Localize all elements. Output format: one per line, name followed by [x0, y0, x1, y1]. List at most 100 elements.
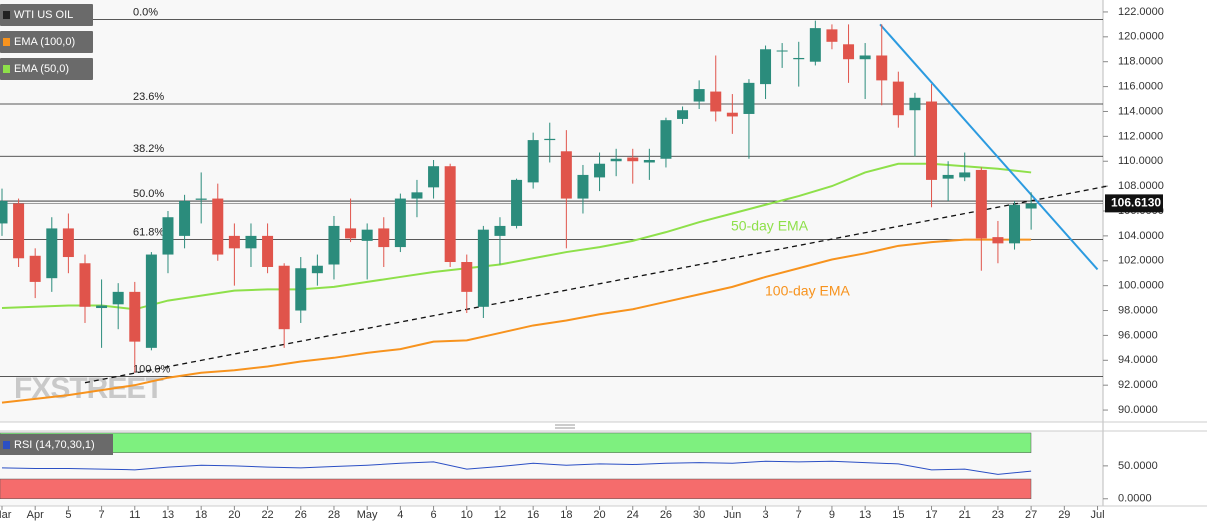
y-tick-label: 104.0000: [1118, 230, 1164, 242]
x-tick-label: Jun: [723, 509, 741, 521]
legend-box: [0, 434, 113, 455]
x-tick-label: 13: [162, 509, 174, 521]
x-tick-label: 26: [295, 509, 307, 521]
candle-body: [793, 57, 805, 60]
candle-body: [129, 291, 141, 342]
candle-body: [228, 235, 240, 249]
candle-body: [643, 159, 655, 163]
x-tick-label: Jul: [1090, 509, 1104, 521]
legend-swatch: [3, 11, 10, 19]
fib-label: 100.0%: [133, 363, 171, 375]
candle-body: [660, 120, 672, 159]
x-tick-label: 29: [1058, 509, 1070, 521]
x-tick-label: 9: [829, 509, 835, 521]
y-tick-label: 96.0000: [1118, 329, 1158, 341]
legend-box: [0, 4, 93, 26]
y-tick-label: 108.0000: [1118, 180, 1164, 192]
legend-item[interactable]: WTI US OIL: [0, 4, 93, 26]
x-tick-label: 28: [328, 509, 340, 521]
price-tag-label: 106.6130: [1111, 196, 1161, 210]
candle-body: [743, 82, 755, 114]
x-tick-label: 16: [527, 509, 539, 521]
candle-body: [1009, 204, 1021, 244]
legend-swatch: [3, 38, 10, 46]
x-tick-label: Mar: [0, 509, 12, 521]
candle-body: [594, 163, 606, 178]
x-tick-label: 18: [560, 509, 572, 521]
price-panel: [0, 0, 1103, 422]
candle-body: [428, 166, 440, 188]
x-tick-label: 23: [992, 509, 1004, 521]
candle-body: [62, 228, 74, 258]
candle-body: [311, 265, 323, 274]
legend-item[interactable]: EMA (50,0): [0, 58, 93, 80]
legend-label: EMA (100,0): [14, 36, 75, 48]
x-tick-label: 5: [65, 509, 71, 521]
x-tick-label: 22: [261, 509, 273, 521]
candle-body: [992, 237, 1004, 244]
x-tick-label: 26: [660, 509, 672, 521]
candle-body: [328, 225, 340, 265]
candle-body: [195, 198, 207, 200]
rsi-band: [0, 432, 1032, 453]
y-tick-label: 110.0000: [1118, 155, 1163, 167]
legend-box: [0, 58, 93, 80]
fib-label: 23.6%: [133, 91, 164, 103]
candle-body: [809, 28, 821, 62]
x-tick-label: 17: [925, 509, 937, 521]
y-tick-label: 92.0000: [1118, 379, 1158, 391]
y-tick-label: 100.0000: [1118, 280, 1164, 292]
fib-label: 61.8%: [133, 227, 164, 239]
candle-body: [610, 158, 622, 162]
candle-body: [295, 268, 307, 311]
candle-body: [29, 255, 41, 282]
legend-label: EMA (50,0): [14, 63, 69, 75]
x-tick-label: 3: [762, 509, 768, 521]
candle-body: [843, 44, 855, 60]
candle-body: [96, 305, 108, 309]
candle-body: [892, 81, 904, 116]
y-tick-label: 94.0000: [1118, 354, 1158, 366]
candle-body: [527, 140, 539, 183]
candle-body: [1025, 203, 1037, 209]
candle-body: [212, 198, 224, 255]
candle-body: [826, 29, 838, 42]
legend-item[interactable]: EMA (100,0): [0, 31, 93, 53]
candle-body: [378, 228, 390, 248]
rsi-legend[interactable]: RSI (14,70,30,1): [0, 434, 113, 455]
trendline: [84, 185, 1108, 384]
y-tick-label: 114.0000: [1118, 105, 1163, 117]
candle-body: [0, 201, 8, 224]
watermark: FXSTREET: [14, 372, 163, 405]
candle-body: [262, 235, 274, 267]
legend-label: RSI (14,70,30,1): [14, 439, 95, 451]
trendline: [879, 23, 1099, 271]
annotation: 50-day EMA: [731, 218, 809, 234]
x-tick-label: 20: [593, 509, 605, 521]
x-tick-label: 7: [99, 509, 105, 521]
y-tick-label: 90.0000: [1118, 404, 1158, 416]
splitter-handle[interactable]: [555, 424, 575, 429]
candle-body: [959, 172, 971, 178]
x-tick-label: 10: [461, 509, 473, 521]
legend-label: WTI US OIL: [14, 9, 73, 21]
x-tick-label: 21: [959, 509, 971, 521]
fib-label: 0.0%: [133, 6, 158, 18]
candle-body: [46, 228, 58, 279]
candle-body: [112, 291, 124, 305]
candle-body: [13, 203, 25, 259]
candle-body: [179, 201, 191, 236]
x-tick-label: 6: [431, 509, 437, 521]
fib-label: 38.2%: [133, 143, 164, 155]
fib-label: 50.0%: [133, 188, 164, 200]
ema-line: [1, 162, 1032, 311]
candle-body: [461, 262, 473, 292]
y-tick-label: 50.0000: [1118, 460, 1158, 472]
candle-body: [975, 169, 987, 239]
candle-body: [245, 235, 257, 249]
y-tick-label: 102.0000: [1118, 255, 1164, 267]
candle-body: [511, 179, 523, 226]
candle-body: [577, 174, 589, 199]
candle-body: [394, 198, 406, 248]
